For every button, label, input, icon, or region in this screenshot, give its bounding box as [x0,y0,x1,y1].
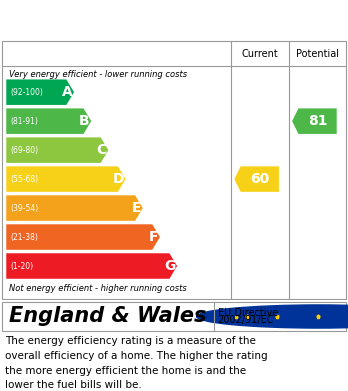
Text: (1-20): (1-20) [10,262,33,271]
Text: (39-54): (39-54) [10,204,39,213]
Text: England & Wales: England & Wales [9,307,206,326]
Text: Current: Current [242,48,278,59]
Polygon shape [6,253,177,279]
Text: D: D [112,172,124,186]
Text: 2002/91/EC: 2002/91/EC [218,316,274,325]
Text: (92-100): (92-100) [10,88,43,97]
Text: Energy Efficiency Rating: Energy Efficiency Rating [9,8,230,23]
Text: Potential: Potential [296,48,339,59]
Polygon shape [292,108,337,134]
Text: (21-38): (21-38) [10,233,38,242]
Text: A: A [62,85,72,99]
Text: B: B [79,114,89,128]
Text: (69-80): (69-80) [10,145,39,154]
Text: G: G [164,259,175,273]
Text: EU Directive: EU Directive [218,308,278,317]
Text: (81-91): (81-91) [10,117,38,126]
Text: 60: 60 [250,172,269,186]
Polygon shape [6,137,108,163]
Polygon shape [6,224,160,250]
Text: Not energy efficient - higher running costs: Not energy efficient - higher running co… [9,284,187,293]
Polygon shape [6,196,143,221]
Polygon shape [6,79,74,105]
Text: The energy efficiency rating is a measure of the
overall efficiency of a home. T: The energy efficiency rating is a measur… [5,336,268,390]
Text: C: C [96,143,106,157]
Text: (55-68): (55-68) [10,175,39,184]
Polygon shape [234,166,279,192]
Text: Very energy efficient - lower running costs: Very energy efficient - lower running co… [9,70,187,79]
Polygon shape [6,108,91,134]
Text: 81: 81 [308,114,327,128]
Circle shape [197,305,348,328]
Text: E: E [132,201,141,215]
Text: F: F [149,230,158,244]
Polygon shape [6,166,126,192]
